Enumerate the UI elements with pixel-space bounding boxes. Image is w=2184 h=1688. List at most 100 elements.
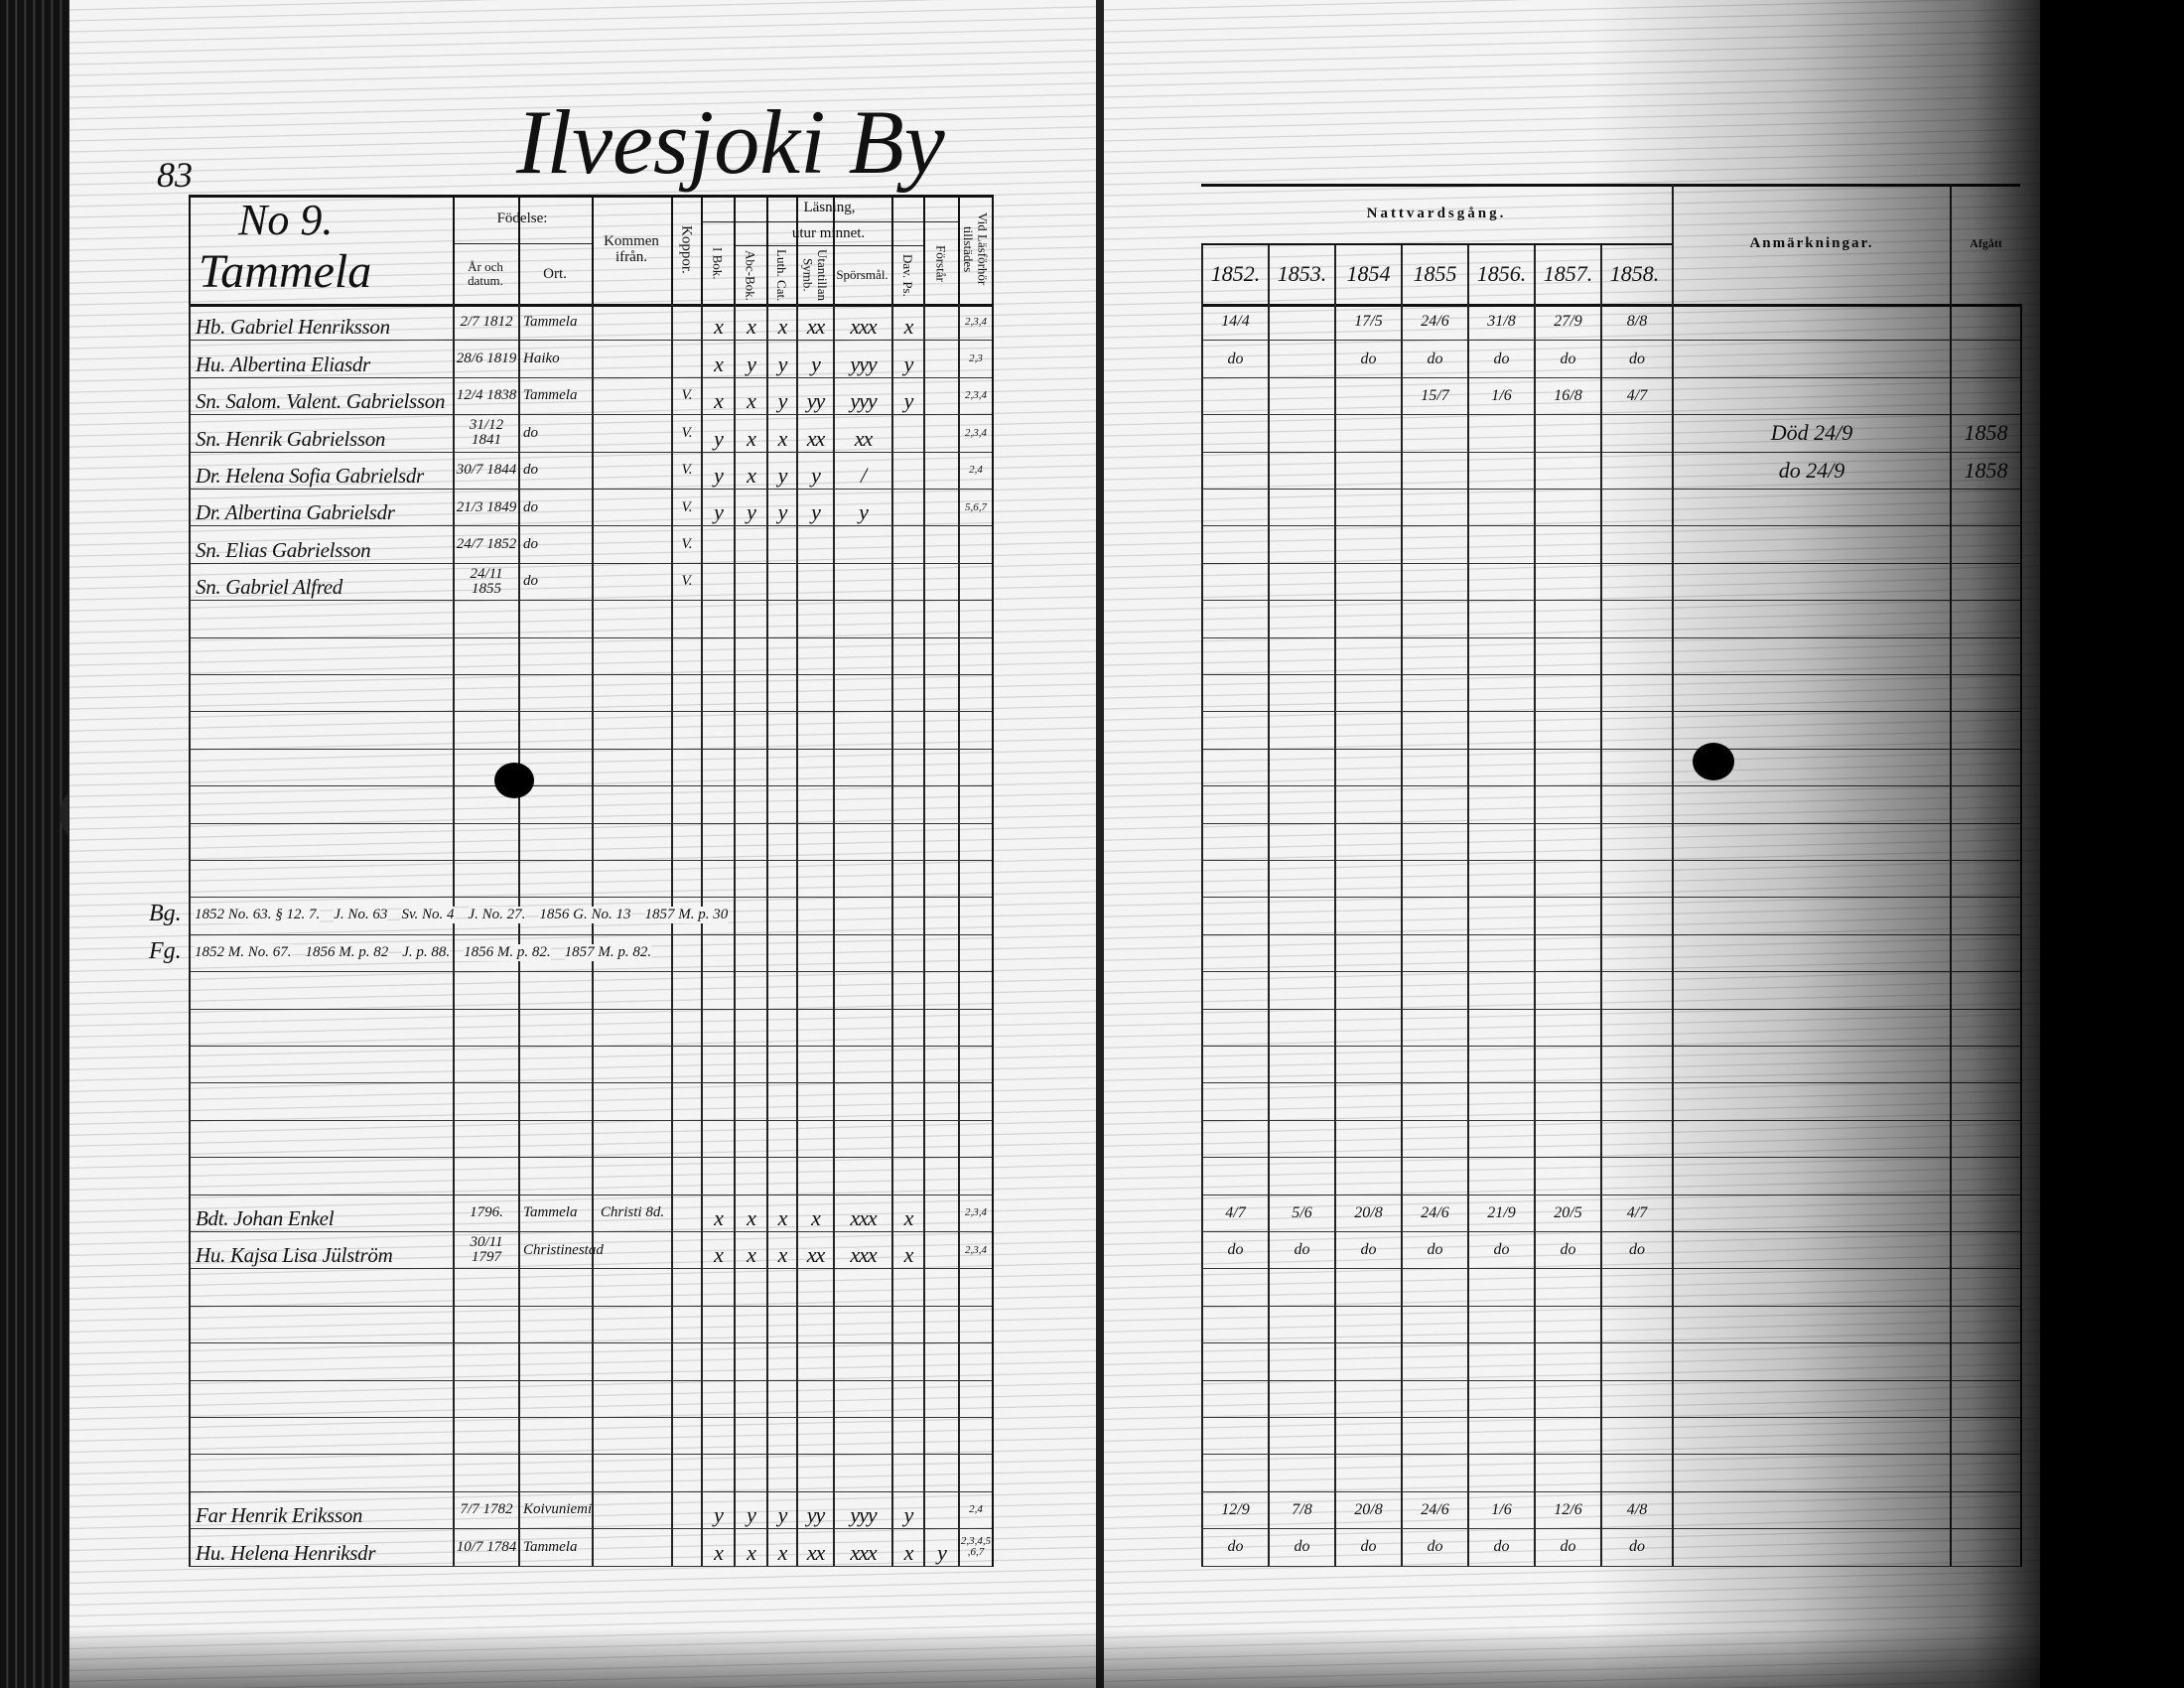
table-cell xyxy=(453,1380,518,1418)
table-cell xyxy=(1467,1047,1534,1084)
table-cell: V. xyxy=(671,563,701,602)
table-cell: do xyxy=(518,415,592,453)
reference-note: Sv. No. 4 xyxy=(401,907,455,924)
table-cell xyxy=(1334,934,1401,973)
table-cell xyxy=(1201,377,1268,416)
communion-date xyxy=(1336,415,1401,451)
column-rule xyxy=(2020,1009,2022,1047)
column-rule xyxy=(2020,1269,2022,1307)
person-name: Sn. Gabriel Alfred xyxy=(196,575,343,600)
table-cell xyxy=(1534,415,1600,453)
table-cell: 2,3,4 xyxy=(958,377,992,416)
table-cell xyxy=(1334,1306,1401,1344)
table-cell xyxy=(958,972,992,1010)
table-cell xyxy=(766,786,796,824)
column-rule xyxy=(992,1120,994,1159)
table-cell xyxy=(518,861,592,899)
table-cell: do xyxy=(518,526,592,564)
table-cell xyxy=(671,1269,701,1307)
table-cell xyxy=(923,1491,958,1530)
table-cell xyxy=(701,1009,734,1047)
communion-date xyxy=(1536,564,1600,600)
table-cell: xxx xyxy=(833,1529,891,1567)
table-cell xyxy=(1467,601,1534,638)
table-cell xyxy=(518,1418,592,1456)
table-cell: x xyxy=(891,1529,923,1567)
table-cell: xxx xyxy=(833,1195,891,1232)
column-rule xyxy=(992,1047,994,1084)
table-cell xyxy=(923,749,958,787)
remark xyxy=(1674,304,1950,340)
header-remarks: Anmärkningar. xyxy=(1672,184,1950,304)
table-cell xyxy=(671,304,701,342)
table-cell: 4/7 xyxy=(1600,1195,1672,1232)
table-cell: Hu. Helena Henriksdr xyxy=(189,1529,453,1567)
person-field: y xyxy=(714,462,724,488)
column-rule xyxy=(992,1529,994,1567)
table-cell xyxy=(1401,1306,1467,1344)
table-cell xyxy=(453,1083,518,1121)
table-cell xyxy=(592,1083,671,1121)
table-cell: y xyxy=(833,490,891,527)
table-cell xyxy=(1672,1343,1950,1381)
communion-date xyxy=(1336,564,1401,600)
column-rule xyxy=(2020,675,2022,713)
table-cell xyxy=(701,1158,734,1196)
column-rule xyxy=(992,1380,994,1418)
departed-year: 1858 xyxy=(1964,420,2008,446)
person-name: Bdt. Johan Enkel xyxy=(196,1205,335,1230)
table-cell: 15/7 xyxy=(1401,377,1467,416)
table-cell xyxy=(1467,563,1534,602)
table-cell: 2,3,4 xyxy=(958,1232,992,1270)
table-cell xyxy=(1334,972,1401,1010)
table-cell: Sn. Henrik Gabrielsson xyxy=(189,415,453,453)
table-cell xyxy=(671,1047,701,1084)
table-cell xyxy=(1950,1529,2020,1567)
table-cell xyxy=(734,1083,766,1121)
table-cell xyxy=(833,823,891,861)
communion-date: 4/8 xyxy=(1626,1500,1648,1518)
remark xyxy=(1674,1529,1950,1565)
table-cell: do xyxy=(518,563,592,602)
person-field: 2,3,4 xyxy=(965,1206,987,1219)
table-cell xyxy=(1950,861,2020,899)
table-cell xyxy=(1268,972,1334,1010)
person-field: V. xyxy=(681,536,693,553)
communion-date: do xyxy=(1629,1241,1645,1259)
table-cell xyxy=(671,1491,701,1530)
table-cell xyxy=(1401,601,1467,638)
table-cell xyxy=(1600,972,1672,1010)
table-cell: xx xyxy=(796,304,833,342)
table-cell xyxy=(923,637,958,675)
table-cell xyxy=(891,1158,923,1196)
person-field: x xyxy=(903,314,914,340)
table-cell: y xyxy=(891,1491,923,1530)
table-cell xyxy=(958,601,992,638)
person-field xyxy=(673,1492,701,1528)
table-cell xyxy=(1201,1455,1268,1492)
table-cell: xx xyxy=(833,415,891,453)
table-cell xyxy=(1950,563,2020,602)
remark xyxy=(1674,564,1950,600)
table-cell xyxy=(1950,526,2020,564)
table-cell: 21/3 1849 xyxy=(453,490,518,527)
table-cell xyxy=(701,861,734,899)
table-cell xyxy=(1268,341,1334,378)
table-cell xyxy=(1401,490,1467,527)
communion-date xyxy=(1270,378,1334,414)
left-page xyxy=(69,0,1102,1688)
communion-date xyxy=(1270,341,1334,376)
table-cell xyxy=(518,601,592,638)
table-cell xyxy=(1672,786,1950,824)
table-cell: do xyxy=(1467,341,1534,378)
table-cell xyxy=(923,712,958,750)
table-cell xyxy=(1534,601,1600,638)
person-field: yyy xyxy=(850,388,877,414)
table-cell xyxy=(891,972,923,1010)
table-cell xyxy=(592,1455,671,1492)
table-cell xyxy=(734,1047,766,1084)
person-field: do xyxy=(523,536,538,553)
communion-date: do xyxy=(1227,350,1244,367)
person-field: y xyxy=(777,499,788,525)
table-cell xyxy=(1950,786,2020,824)
